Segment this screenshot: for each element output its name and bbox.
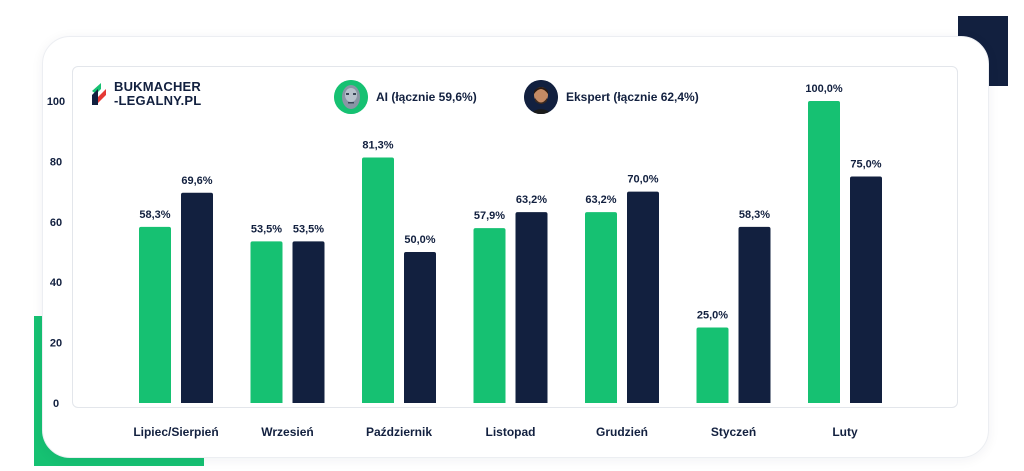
bar-ai	[250, 241, 283, 403]
data-label-expert: 58,3%	[739, 209, 770, 221]
legend-ai-label: AI (łącznie 59,6%)	[376, 90, 477, 104]
bar-expert	[850, 176, 882, 403]
bar-expert	[515, 212, 548, 403]
x-tick-label: Styczeń	[711, 425, 756, 439]
person-icon	[524, 80, 558, 114]
y-tick-label: 20	[50, 338, 62, 350]
bar-ai	[362, 157, 394, 403]
data-label-expert: 70,0%	[627, 174, 658, 186]
data-label-expert: 50,0%	[404, 234, 435, 246]
brand-mark-icon	[92, 83, 106, 105]
data-label-ai: 58,3%	[139, 209, 170, 221]
x-tick-label: Listopad	[486, 425, 536, 439]
bar-expert	[627, 191, 659, 403]
data-label-expert: 63,2%	[516, 194, 547, 206]
data-label-ai: 25,0%	[697, 310, 728, 322]
y-tick-label: 60	[50, 217, 62, 229]
data-label-ai: 63,2%	[585, 194, 616, 206]
legend-ai: AI (łącznie 59,6%)	[334, 80, 477, 114]
x-tick-label: Październik	[366, 425, 432, 439]
bar-ai	[139, 226, 171, 403]
x-tick-label: Luty	[832, 425, 858, 439]
bar-ai	[585, 212, 617, 403]
y-tick-label: 0	[53, 398, 59, 410]
bar-ai	[696, 327, 729, 403]
data-label-ai: 57,9%	[474, 210, 505, 222]
legend-expert-label: Ekspert (łącznie 62,4%)	[566, 90, 699, 104]
y-tick-label: 80	[50, 156, 62, 168]
y-tick-label: 100	[47, 96, 65, 108]
ai-avatar	[334, 80, 368, 114]
bar-expert	[738, 226, 771, 403]
brand-line-2: -LEGALNY.PL	[114, 93, 202, 108]
data-label-ai: 81,3%	[362, 139, 393, 151]
data-label-expert: 53,5%	[293, 223, 324, 235]
bar-expert	[292, 241, 325, 403]
data-label-expert: 75,0%	[850, 159, 881, 171]
data-label-ai: 53,5%	[251, 223, 282, 235]
x-tick-label: Wrzesień	[261, 425, 313, 439]
data-label-expert: 69,6%	[181, 175, 212, 187]
expert-avatar	[524, 80, 558, 114]
brand-logo: BUKMACHER -LEGALNY.PL	[92, 80, 201, 108]
y-tick-label: 40	[50, 277, 62, 289]
brand-line-1: BUKMACHER	[114, 79, 202, 94]
legend-expert: Ekspert (łącznie 62,4%)	[524, 80, 699, 114]
bar-ai	[473, 228, 506, 403]
x-tick-label: Grudzień	[596, 425, 648, 439]
robot-icon	[334, 80, 368, 114]
bar-expert	[404, 252, 436, 403]
data-label-ai: 100,0%	[805, 83, 843, 95]
x-tick-label: Lipiec/Sierpień	[133, 425, 218, 439]
bar-expert	[181, 192, 213, 403]
bar-ai	[808, 101, 840, 403]
